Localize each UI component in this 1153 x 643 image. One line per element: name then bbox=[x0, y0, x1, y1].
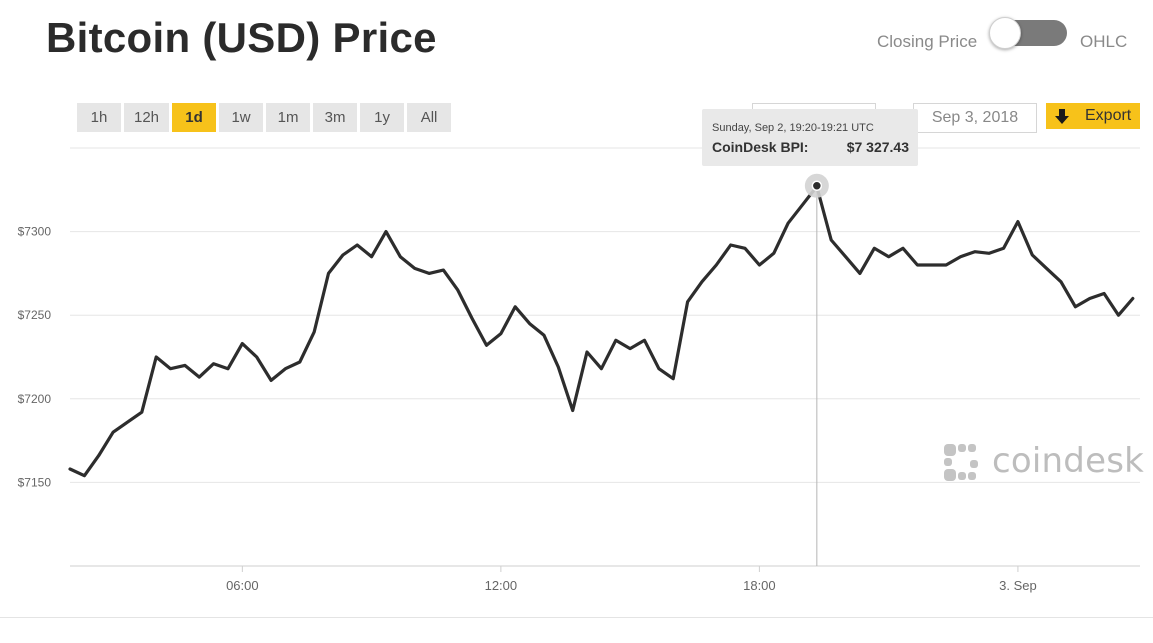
y-tick-label: $7150 bbox=[18, 475, 52, 489]
range-all-button[interactable]: All bbox=[407, 103, 452, 132]
range-1h-button[interactable]: 1h bbox=[77, 103, 121, 132]
bottom-divider bbox=[0, 617, 1153, 618]
tooltip-time: Sunday, Sep 2, 19:20-19:21 UTC bbox=[712, 122, 874, 134]
download-arrow-icon bbox=[1055, 109, 1069, 124]
date-to-input[interactable]: Sep 3, 2018 bbox=[913, 103, 1037, 133]
range-12h-button[interactable]: 12h bbox=[124, 103, 170, 132]
range-1d-button[interactable]: 1d bbox=[172, 103, 217, 132]
price-mode-toggle[interactable] bbox=[989, 17, 1067, 49]
x-tick-label: 3. Sep bbox=[999, 578, 1037, 593]
y-tick-label: $7300 bbox=[18, 225, 52, 239]
closing-price-label[interactable]: Closing Price bbox=[877, 32, 978, 51]
tooltip-value: $7 327.43 bbox=[846, 139, 909, 155]
highlight-point bbox=[811, 180, 823, 191]
page-title: Bitcoin (USD) Price bbox=[46, 14, 437, 61]
range-selector: 1h 12h 1d 1w 1m 3m 1y All bbox=[77, 103, 452, 132]
range-3m-button[interactable]: 3m bbox=[313, 103, 358, 132]
coindesk-logo-text: coindesk bbox=[992, 441, 1144, 481]
coindesk-logo-icon bbox=[944, 444, 978, 481]
y-tick-label: $7200 bbox=[18, 392, 52, 406]
price-tooltip: Sunday, Sep 2, 19:20-19:21 UTC CoinDesk … bbox=[702, 109, 918, 166]
x-tick-label: 06:00 bbox=[226, 578, 259, 593]
range-1y-button[interactable]: 1y bbox=[360, 103, 405, 132]
ohlc-label[interactable]: OHLC bbox=[1080, 32, 1128, 51]
y-tick-label: $7250 bbox=[18, 308, 52, 322]
export-button[interactable]: Export bbox=[1046, 103, 1140, 129]
x-tick-label: 12:00 bbox=[485, 578, 518, 593]
toggle-knob[interactable] bbox=[989, 17, 1021, 49]
price-series-line bbox=[68, 184, 1135, 478]
range-1m-button[interactable]: 1m bbox=[266, 103, 311, 132]
range-1w-button[interactable]: 1w bbox=[219, 103, 264, 132]
tooltip-label: CoinDesk BPI: bbox=[712, 139, 809, 155]
x-tick-label: 18:00 bbox=[743, 578, 776, 593]
export-label: Export bbox=[1085, 107, 1132, 124]
